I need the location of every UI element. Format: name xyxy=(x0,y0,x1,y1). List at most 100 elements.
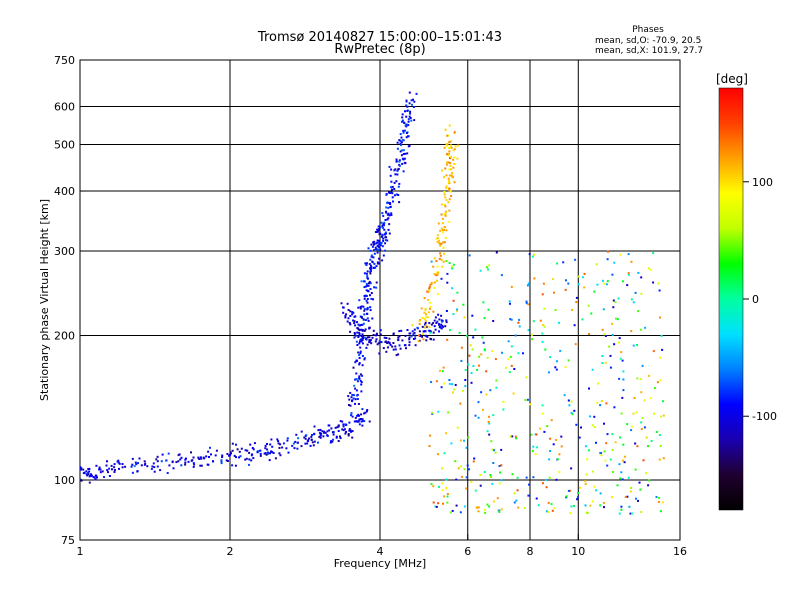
data-point xyxy=(445,432,448,435)
data-point xyxy=(105,464,108,467)
data-point xyxy=(515,499,518,502)
data-point xyxy=(377,342,380,345)
y-tick-label: 600 xyxy=(54,101,75,114)
data-point xyxy=(525,376,528,379)
data-point xyxy=(368,282,370,285)
data-point xyxy=(603,333,606,336)
data-point xyxy=(436,274,439,276)
data-point xyxy=(85,473,88,475)
data-point xyxy=(390,191,393,194)
data-point xyxy=(350,396,353,399)
data-point xyxy=(491,448,494,451)
data-point xyxy=(441,370,444,373)
data-point xyxy=(444,205,447,208)
data-point xyxy=(437,410,440,413)
data-point xyxy=(472,336,475,339)
data-point xyxy=(399,347,402,350)
data-point xyxy=(577,283,580,286)
data-point xyxy=(347,434,350,437)
data-point xyxy=(366,307,369,310)
data-point xyxy=(377,239,380,242)
data-point xyxy=(381,259,384,262)
data-point xyxy=(405,104,408,107)
data-point xyxy=(408,91,411,94)
data-point xyxy=(404,334,407,337)
data-point xyxy=(264,452,267,455)
data-point xyxy=(384,340,387,343)
data-point xyxy=(393,169,396,172)
data-point xyxy=(613,406,616,409)
data-point xyxy=(355,372,358,375)
data-point xyxy=(361,408,364,411)
data-point xyxy=(367,284,370,287)
data-point xyxy=(341,420,344,423)
data-point xyxy=(466,464,469,467)
data-point xyxy=(353,384,356,387)
data-point xyxy=(508,300,511,303)
data-point xyxy=(329,441,332,444)
data-point xyxy=(447,147,450,149)
data-point xyxy=(449,162,452,165)
data-point xyxy=(388,192,391,194)
data-point xyxy=(357,420,359,423)
data-point xyxy=(291,444,294,447)
data-point xyxy=(494,451,497,454)
data-point xyxy=(344,432,347,435)
data-point xyxy=(425,313,428,316)
data-point xyxy=(391,196,394,199)
data-point xyxy=(317,441,319,444)
data-point xyxy=(507,358,510,361)
data-point xyxy=(421,325,424,328)
data-point xyxy=(446,143,449,146)
data-point xyxy=(344,314,347,317)
data-point xyxy=(80,468,82,471)
data-point xyxy=(306,440,309,442)
data-point xyxy=(477,416,480,419)
data-point xyxy=(650,440,653,442)
data-point xyxy=(143,463,146,466)
data-point xyxy=(351,393,354,396)
data-point xyxy=(658,289,661,292)
data-point xyxy=(234,464,237,467)
data-point xyxy=(408,102,411,105)
data-point xyxy=(406,152,409,155)
data-point xyxy=(442,260,445,263)
data-point xyxy=(402,149,405,152)
data-point xyxy=(442,241,445,244)
data-point xyxy=(448,209,451,212)
data-point xyxy=(452,166,455,169)
data-point xyxy=(571,308,574,311)
data-point xyxy=(405,136,408,139)
data-point xyxy=(363,329,366,332)
data-point xyxy=(472,460,475,463)
data-point xyxy=(192,456,195,459)
data-point xyxy=(369,288,372,290)
data-point xyxy=(552,443,555,446)
data-point xyxy=(573,504,575,507)
data-point xyxy=(231,449,234,452)
data-point xyxy=(662,501,665,504)
data-point xyxy=(351,430,354,433)
data-point xyxy=(370,267,373,270)
data-point xyxy=(156,460,159,463)
data-point xyxy=(406,329,409,331)
data-point xyxy=(444,241,446,244)
data-point xyxy=(622,280,624,283)
data-point xyxy=(414,334,417,337)
data-point xyxy=(647,267,650,270)
data-point xyxy=(632,412,635,415)
data-point xyxy=(403,129,406,132)
data-point xyxy=(451,175,454,178)
data-point xyxy=(252,448,255,451)
data-point xyxy=(351,415,354,418)
data-point xyxy=(620,351,623,354)
data-point xyxy=(360,413,363,416)
data-point xyxy=(439,252,442,255)
data-point xyxy=(87,473,90,476)
data-point xyxy=(640,378,643,381)
data-point xyxy=(584,504,587,507)
chart-subtitle: RwPretec (8p) xyxy=(334,42,425,57)
data-point xyxy=(492,462,495,464)
data-point xyxy=(513,368,516,370)
data-point xyxy=(256,450,259,453)
